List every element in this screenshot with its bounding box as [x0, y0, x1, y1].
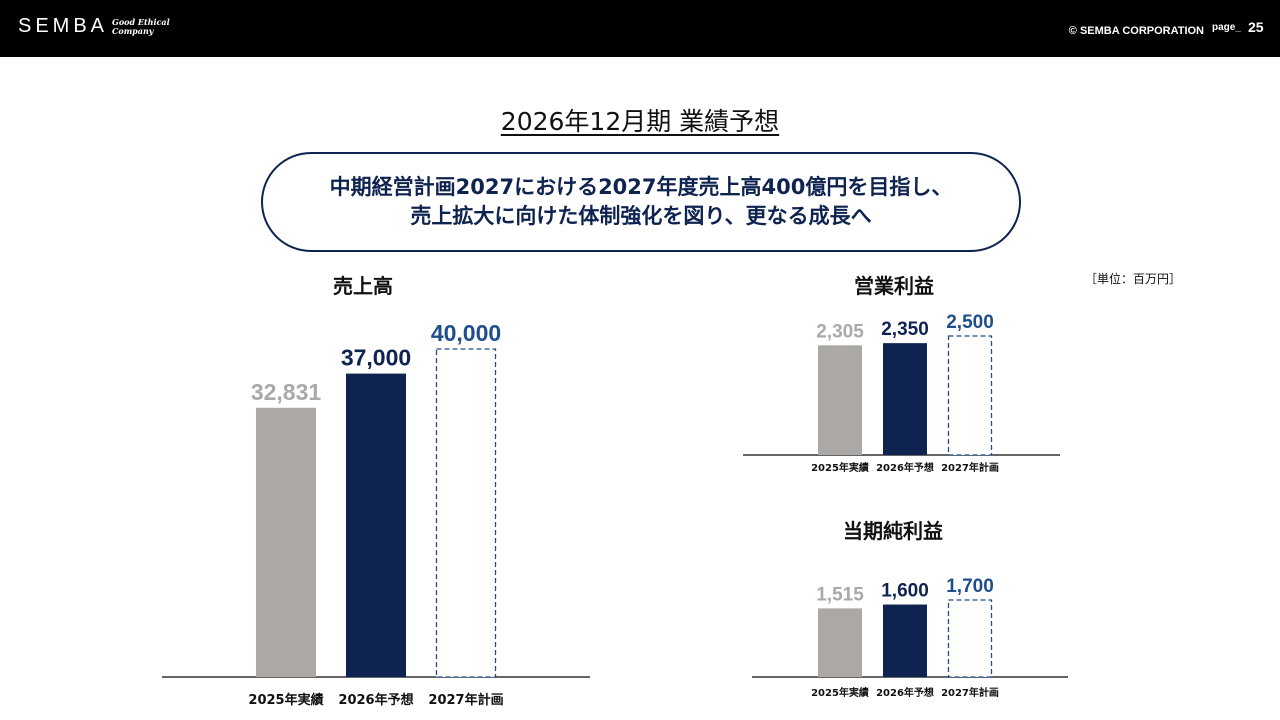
page-title-text: 2026年12月期 業績予想 [500, 107, 780, 136]
operating-profit-bar-1 [818, 345, 862, 455]
sales-bar-3 [435, 348, 497, 678]
tagline-line1: Good Ethical [112, 17, 170, 27]
page-number: 25 [1248, 19, 1264, 35]
operating-profit-value-label-3: 2,500 [946, 312, 994, 333]
net-profit-value-label-1: 1,515 [816, 584, 864, 605]
operating-profit-category-label-3: 2027年計画 [941, 461, 999, 474]
sales-category-label-3: 2027年計画 [428, 692, 503, 708]
page-title: 2026年12月期 業績予想 [0, 102, 1280, 138]
sales-value-label-3: 40,000 [431, 320, 501, 346]
net-profit-bar-1 [818, 608, 862, 677]
chart-title-operating-profit: 営業利益 [854, 274, 934, 298]
header-bar: SEMBA Good Ethical Company © SEMBA CORPO… [0, 0, 1280, 57]
message-line1: 中期経営計画2027における2027年度売上高400億円を目指し、 [329, 175, 953, 199]
tagline: Good Ethical Company [112, 18, 192, 36]
net-profit-bar-2 [883, 604, 927, 677]
operating-profit-category-label-1: 2025年実績 [811, 461, 869, 474]
page-label: page_ [1212, 22, 1241, 33]
operating-profit-bar-3 [947, 335, 993, 456]
sales-category-label-2: 2026年予想 [338, 692, 413, 708]
chart-title-net-profit: 当期純利益 [843, 519, 943, 543]
net-profit-category-label-2: 2026年予想 [876, 686, 934, 699]
net-profit-category-label-3: 2027年計画 [941, 686, 999, 699]
sales-bar-2 [346, 373, 406, 677]
semba-logo: SEMBA [18, 15, 109, 37]
message-box: 中期経営計画2027における2027年度売上高400億円を目指し、 売上拡大に向… [261, 152, 1021, 252]
copyright: © SEMBA CORPORATION [1068, 25, 1204, 37]
operating-profit-value-label-2: 2,350 [881, 319, 929, 340]
net-profit-value-label-3: 1,700 [946, 576, 994, 597]
operating-profit-value-label-1: 2,305 [816, 321, 864, 342]
net-profit-bar-3 [947, 599, 993, 678]
sales-value-label-1: 32,831 [251, 379, 322, 405]
net-profit-category-label-1: 2025年実績 [811, 686, 869, 699]
chart-title-sales: 売上高 [333, 274, 393, 298]
message-line2: 売上拡大に向けた体制強化を図り、更なる成長へ [410, 204, 872, 228]
tagline-line2: Company [112, 26, 154, 36]
operating-profit-bar-2 [883, 343, 927, 455]
operating-profit-category-label-2: 2026年予想 [876, 461, 934, 474]
unit-label: ［単位：百万円］ [1085, 272, 1182, 286]
net-profit-value-label-2: 1,600 [881, 581, 929, 602]
sales-bar-1 [256, 407, 316, 677]
sales-category-label-1: 2025年実績 [248, 692, 323, 708]
sales-value-label-2: 37,000 [341, 345, 411, 371]
